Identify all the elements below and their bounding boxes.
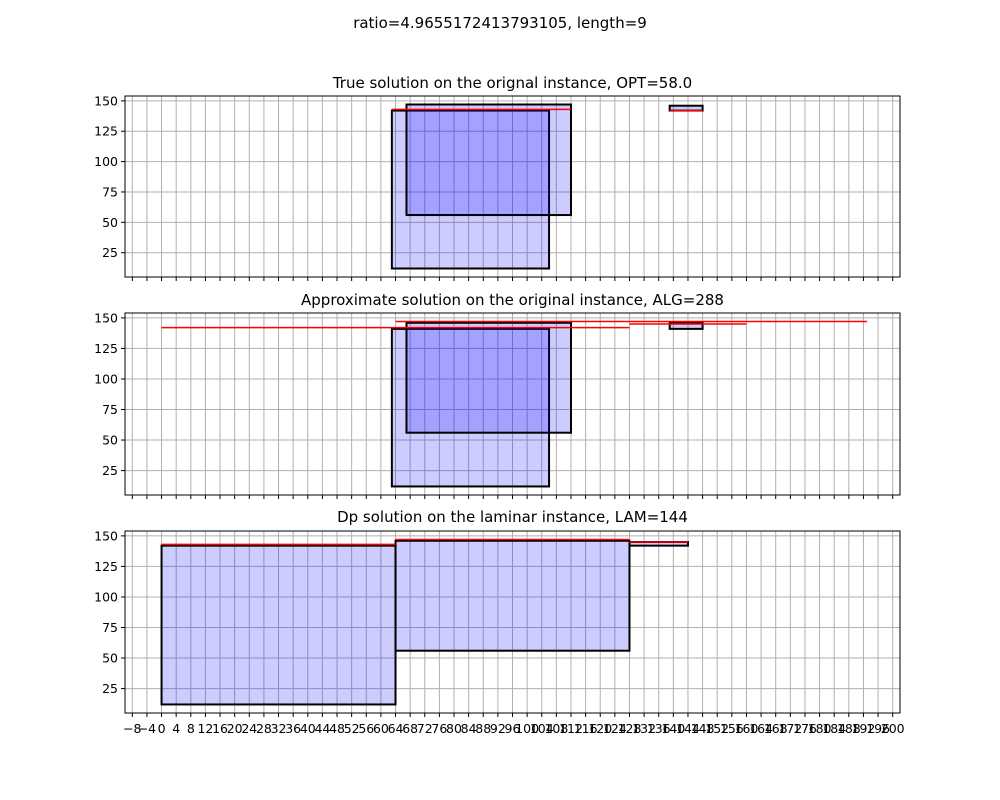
x-tick-label: 112 (559, 721, 583, 736)
subplot-dp-solution: Dp solution on the laminar instance, LAM… (94, 508, 905, 736)
x-tick-label: 104 (530, 721, 554, 736)
x-tick-label: 68 (402, 721, 418, 736)
x-tick-label: 116 (574, 721, 598, 736)
y-tick-label: 100 (94, 154, 118, 169)
y-tick-label: 75 (102, 620, 118, 635)
x-tick-label: 184 (822, 721, 846, 736)
x-tick-label: 80 (446, 721, 462, 736)
x-tick-label: −8 (123, 721, 141, 736)
figure-suptitle: ratio=4.9655172413793105, length=9 (353, 14, 647, 32)
x-tick-label: 60 (373, 721, 389, 736)
x-tick-label: 84 (461, 721, 477, 736)
x-tick-label: 16 (212, 721, 228, 736)
x-tick-label: 44 (314, 721, 330, 736)
y-tick-label: 25 (102, 245, 118, 260)
interval-rectangle (390, 327, 551, 488)
x-tick-label: 76 (431, 721, 447, 736)
x-tick-label: 152 (705, 721, 729, 736)
x-tick-label: 168 (764, 721, 788, 736)
y-tick-label: 150 (94, 310, 118, 325)
x-tick-label: 24 (241, 721, 257, 736)
subplot-title: Dp solution on the laminar instance, LAM… (337, 508, 688, 526)
x-tick-label: 56 (358, 721, 374, 736)
y-tick-label: 50 (102, 651, 118, 666)
x-tick-label: 192 (852, 721, 876, 736)
y-tick-label: 100 (94, 589, 118, 604)
x-tick-label: 172 (778, 721, 802, 736)
x-tick-label: 8 (187, 721, 195, 736)
subplot-approximate-solution: Approximate solution on the original ins… (94, 291, 901, 499)
y-tick-label: 125 (94, 124, 118, 139)
y-tick-label: 50 (102, 433, 118, 448)
x-tick-label: 164 (749, 721, 773, 736)
x-tick-label: 36 (285, 721, 301, 736)
interval-rectangle (160, 544, 397, 706)
subplot-true-solution: True solution on the orignal instance, O… (94, 74, 901, 281)
y-tick-label: 75 (102, 402, 118, 417)
y-tick-label: 75 (102, 184, 118, 199)
x-tick-label: 48 (329, 721, 345, 736)
x-tick-label: 0 (158, 721, 166, 736)
x-tick-label: 160 (735, 721, 759, 736)
x-tick-label: 52 (344, 721, 360, 736)
x-tick-label: 124 (603, 721, 627, 736)
x-tick-label: 96 (505, 721, 521, 736)
y-tick-label: 100 (94, 371, 118, 386)
interval-rectangle (390, 109, 551, 270)
x-tick-label: 200 (881, 721, 905, 736)
y-tick-label: 50 (102, 215, 118, 230)
x-tick-label: 176 (793, 721, 817, 736)
y-tick-label: 25 (102, 681, 118, 696)
x-tick-label: 128 (618, 721, 642, 736)
interval-rectangle (668, 321, 704, 330)
x-tick-label: 28 (256, 721, 272, 736)
x-tick-label: 32 (271, 721, 287, 736)
x-tick-label: 64 (388, 721, 404, 736)
y-tick-label: 150 (94, 93, 118, 108)
x-tick-label: 40 (300, 721, 316, 736)
x-tick-label: 180 (808, 721, 832, 736)
x-tick-label: 156 (720, 721, 744, 736)
interval-rectangle (394, 539, 631, 652)
x-tick-label: 196 (866, 721, 890, 736)
x-tick-label: 72 (417, 721, 433, 736)
x-tick-label: 140 (661, 721, 685, 736)
x-tick-label: 120 (588, 721, 612, 736)
x-tick-label: 148 (691, 721, 715, 736)
x-tick-label: 132 (632, 721, 656, 736)
interval-rectangle (405, 321, 572, 434)
y-tick-label: 25 (102, 463, 118, 478)
x-tick-label: 136 (647, 721, 671, 736)
subplot-title: Approximate solution on the original ins… (301, 291, 724, 309)
x-tick-label: 92 (490, 721, 506, 736)
x-tick-label: 20 (227, 721, 243, 736)
y-tick-label: 125 (94, 341, 118, 356)
interval-rectangle (405, 103, 572, 217)
x-tick-label: 188 (837, 721, 861, 736)
x-tick-label: 144 (676, 721, 700, 736)
y-tick-label: 125 (94, 559, 118, 574)
x-tick-label: 4 (172, 721, 180, 736)
x-tick-label: 12 (197, 721, 213, 736)
x-tick-label: 100 (515, 721, 539, 736)
subplot-title: True solution on the orignal instance, O… (332, 74, 692, 92)
x-tick-label: 88 (475, 721, 491, 736)
y-tick-label: 150 (94, 528, 118, 543)
x-tick-label: −4 (138, 721, 156, 736)
x-tick-label: 108 (544, 721, 568, 736)
